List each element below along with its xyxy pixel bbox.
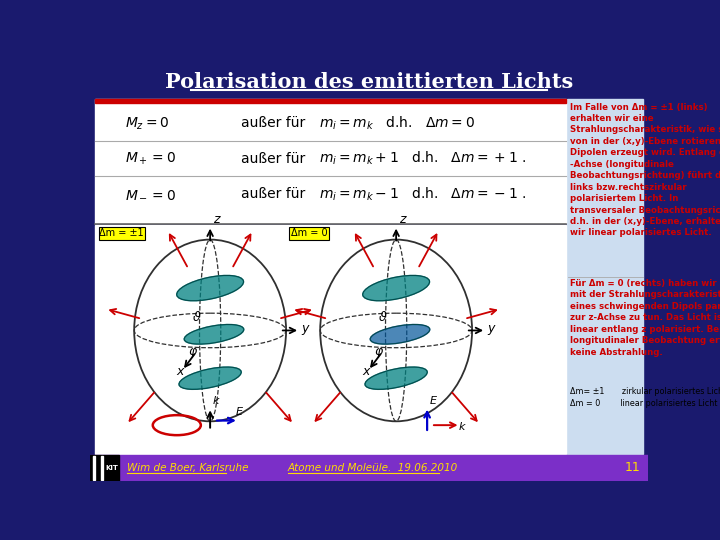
Text: y: y xyxy=(487,322,495,335)
Text: ϑ: ϑ xyxy=(193,311,201,324)
Bar xyxy=(93,456,96,480)
Text: x: x xyxy=(176,365,184,378)
Text: Δm = ±1: Δm = ±1 xyxy=(99,228,144,239)
Bar xyxy=(94,99,566,103)
Bar xyxy=(94,225,566,454)
Text: z: z xyxy=(213,213,220,226)
Ellipse shape xyxy=(176,275,243,301)
Text: φ: φ xyxy=(189,345,197,358)
Text: ϑ: ϑ xyxy=(379,311,387,324)
Text: $m_i = m_k + 1$   d.h.   $\Delta m = +1$ .: $m_i = m_k + 1$ d.h. $\Delta m = +1$ . xyxy=(319,150,526,167)
Text: Für Δm = 0 (rechts) haben wir es
mit der Strahlungscharakteristik
eines schwinge: Für Δm = 0 (rechts) haben wir es mit der… xyxy=(570,279,720,356)
Text: k: k xyxy=(459,422,465,432)
Text: 11: 11 xyxy=(625,461,640,474)
Text: E: E xyxy=(235,407,243,417)
Text: φ: φ xyxy=(374,345,382,358)
Text: Wim de Boer, Karlsruhe: Wim de Boer, Karlsruhe xyxy=(127,462,248,472)
Bar xyxy=(104,456,107,480)
Bar xyxy=(567,99,644,454)
Text: E: E xyxy=(429,396,436,406)
Text: außer für: außer für xyxy=(241,152,305,166)
Text: z: z xyxy=(399,213,406,226)
FancyBboxPatch shape xyxy=(99,226,145,240)
Text: Polarisation des emittierten Lichts: Polarisation des emittierten Lichts xyxy=(165,72,573,92)
Text: k: k xyxy=(212,396,219,406)
Text: $m_i = m_k - 1$   d.h.   $\Delta m = -1$ .: $m_i = m_k - 1$ d.h. $\Delta m = -1$ . xyxy=(319,185,526,203)
Text: außer für: außer für xyxy=(241,116,305,130)
Bar xyxy=(90,455,120,481)
Text: $M_+ = 0$: $M_+ = 0$ xyxy=(125,151,176,167)
Bar xyxy=(94,99,566,224)
Ellipse shape xyxy=(179,367,241,389)
Text: Im Falle von Δm = ±1 (links)
erhalten wir eine
Strahlungscharakteristik, wie sie: Im Falle von Δm = ±1 (links) erhalten wi… xyxy=(570,103,720,238)
Text: $M_- = 0$: $M_- = 0$ xyxy=(125,187,176,201)
Bar xyxy=(97,456,99,480)
Text: $M_z = 0$: $M_z = 0$ xyxy=(125,115,169,132)
Bar xyxy=(90,455,648,481)
Ellipse shape xyxy=(365,367,427,389)
Text: Δm = 0        linear polarisiertes Licht .: Δm = 0 linear polarisiertes Licht . xyxy=(570,399,720,408)
FancyBboxPatch shape xyxy=(289,226,330,240)
Bar xyxy=(101,456,103,480)
Text: KIT: KIT xyxy=(105,464,118,470)
Text: y: y xyxy=(302,322,309,335)
Text: Atome und Moleüle.  19.06.2010: Atome und Moleüle. 19.06.2010 xyxy=(287,462,458,472)
Text: Δm= ±1       zirkular polarisiertes Licht: Δm= ±1 zirkular polarisiertes Licht xyxy=(570,387,720,396)
Text: außer für: außer für xyxy=(241,187,305,201)
Ellipse shape xyxy=(370,325,430,344)
Ellipse shape xyxy=(363,275,430,301)
Text: $m_i = m_k$   d.h.   $\Delta m = 0$: $m_i = m_k$ d.h. $\Delta m = 0$ xyxy=(319,114,474,132)
Text: Δm = 0: Δm = 0 xyxy=(291,228,328,239)
Ellipse shape xyxy=(184,325,244,344)
Text: x: x xyxy=(362,365,369,378)
